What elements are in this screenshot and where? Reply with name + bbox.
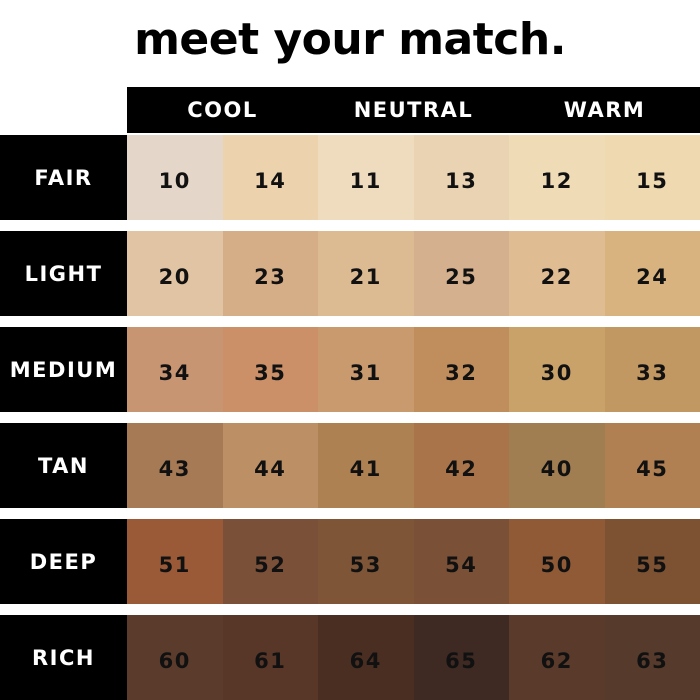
shade-swatch: 22 [509,231,605,316]
shade-swatch: 43 [127,423,223,508]
shade-swatch: 53 [318,519,414,604]
shade-swatch: 51 [127,519,223,604]
row-label: DEEP [0,519,127,604]
shade-swatch: 52 [222,519,318,604]
shade-row-fair: FAIR 10 14 11 13 12 15 [0,135,700,220]
shade-swatch: 33 [604,327,700,412]
shade-swatch: 12 [509,135,605,220]
shade-swatch: 44 [222,423,318,508]
row-label: LIGHT [0,231,127,316]
shade-swatch: 50 [509,519,605,604]
shade-swatch: 55 [604,519,700,604]
shade-swatch: 24 [604,231,700,316]
shade-swatch: 32 [413,327,509,412]
undertone-header: COOL NEUTRAL WARM [127,87,700,133]
shade-swatch: 21 [318,231,414,316]
shade-swatch: 25 [413,231,509,316]
shade-swatch: 15 [604,135,700,220]
shade-swatch: 14 [222,135,318,220]
column-neutral: NEUTRAL [353,98,474,122]
shade-swatch: 35 [222,327,318,412]
shade-swatch: 20 [127,231,223,316]
shade-swatch: 61 [222,615,318,700]
shade-swatch: 30 [509,327,605,412]
shade-swatch: 62 [509,615,605,700]
shade-swatch: 23 [222,231,318,316]
shade-row-rich: RICH 60 61 64 65 62 63 [0,615,700,700]
shade-swatch: 40 [509,423,605,508]
row-label: TAN [0,423,127,508]
shade-swatch: 34 [127,327,223,412]
page-title: meet your match. [134,14,566,65]
shade-swatch: 42 [413,423,509,508]
shade-row-medium: MEDIUM 34 35 31 32 30 33 [0,327,700,412]
shade-swatch: 10 [127,135,223,220]
column-cool: COOL [187,98,258,122]
row-label: MEDIUM [0,327,127,412]
shade-swatch: 64 [318,615,414,700]
row-label: FAIR [0,135,127,220]
shade-swatch: 13 [413,135,509,220]
shade-swatch: 63 [604,615,700,700]
shade-row-tan: TAN 43 44 41 42 40 45 [0,423,700,508]
row-label: RICH [0,615,127,700]
shade-swatch: 31 [318,327,414,412]
shade-swatch: 65 [413,615,509,700]
shade-row-light: LIGHT 20 23 21 25 22 24 [0,231,700,316]
shade-swatch: 60 [127,615,223,700]
shade-swatch: 11 [318,135,414,220]
shade-swatch: 45 [604,423,700,508]
shade-row-deep: DEEP 51 52 53 54 50 55 [0,519,700,604]
shade-swatch: 54 [413,519,509,604]
shade-swatch: 41 [318,423,414,508]
column-warm: WARM [563,98,646,122]
